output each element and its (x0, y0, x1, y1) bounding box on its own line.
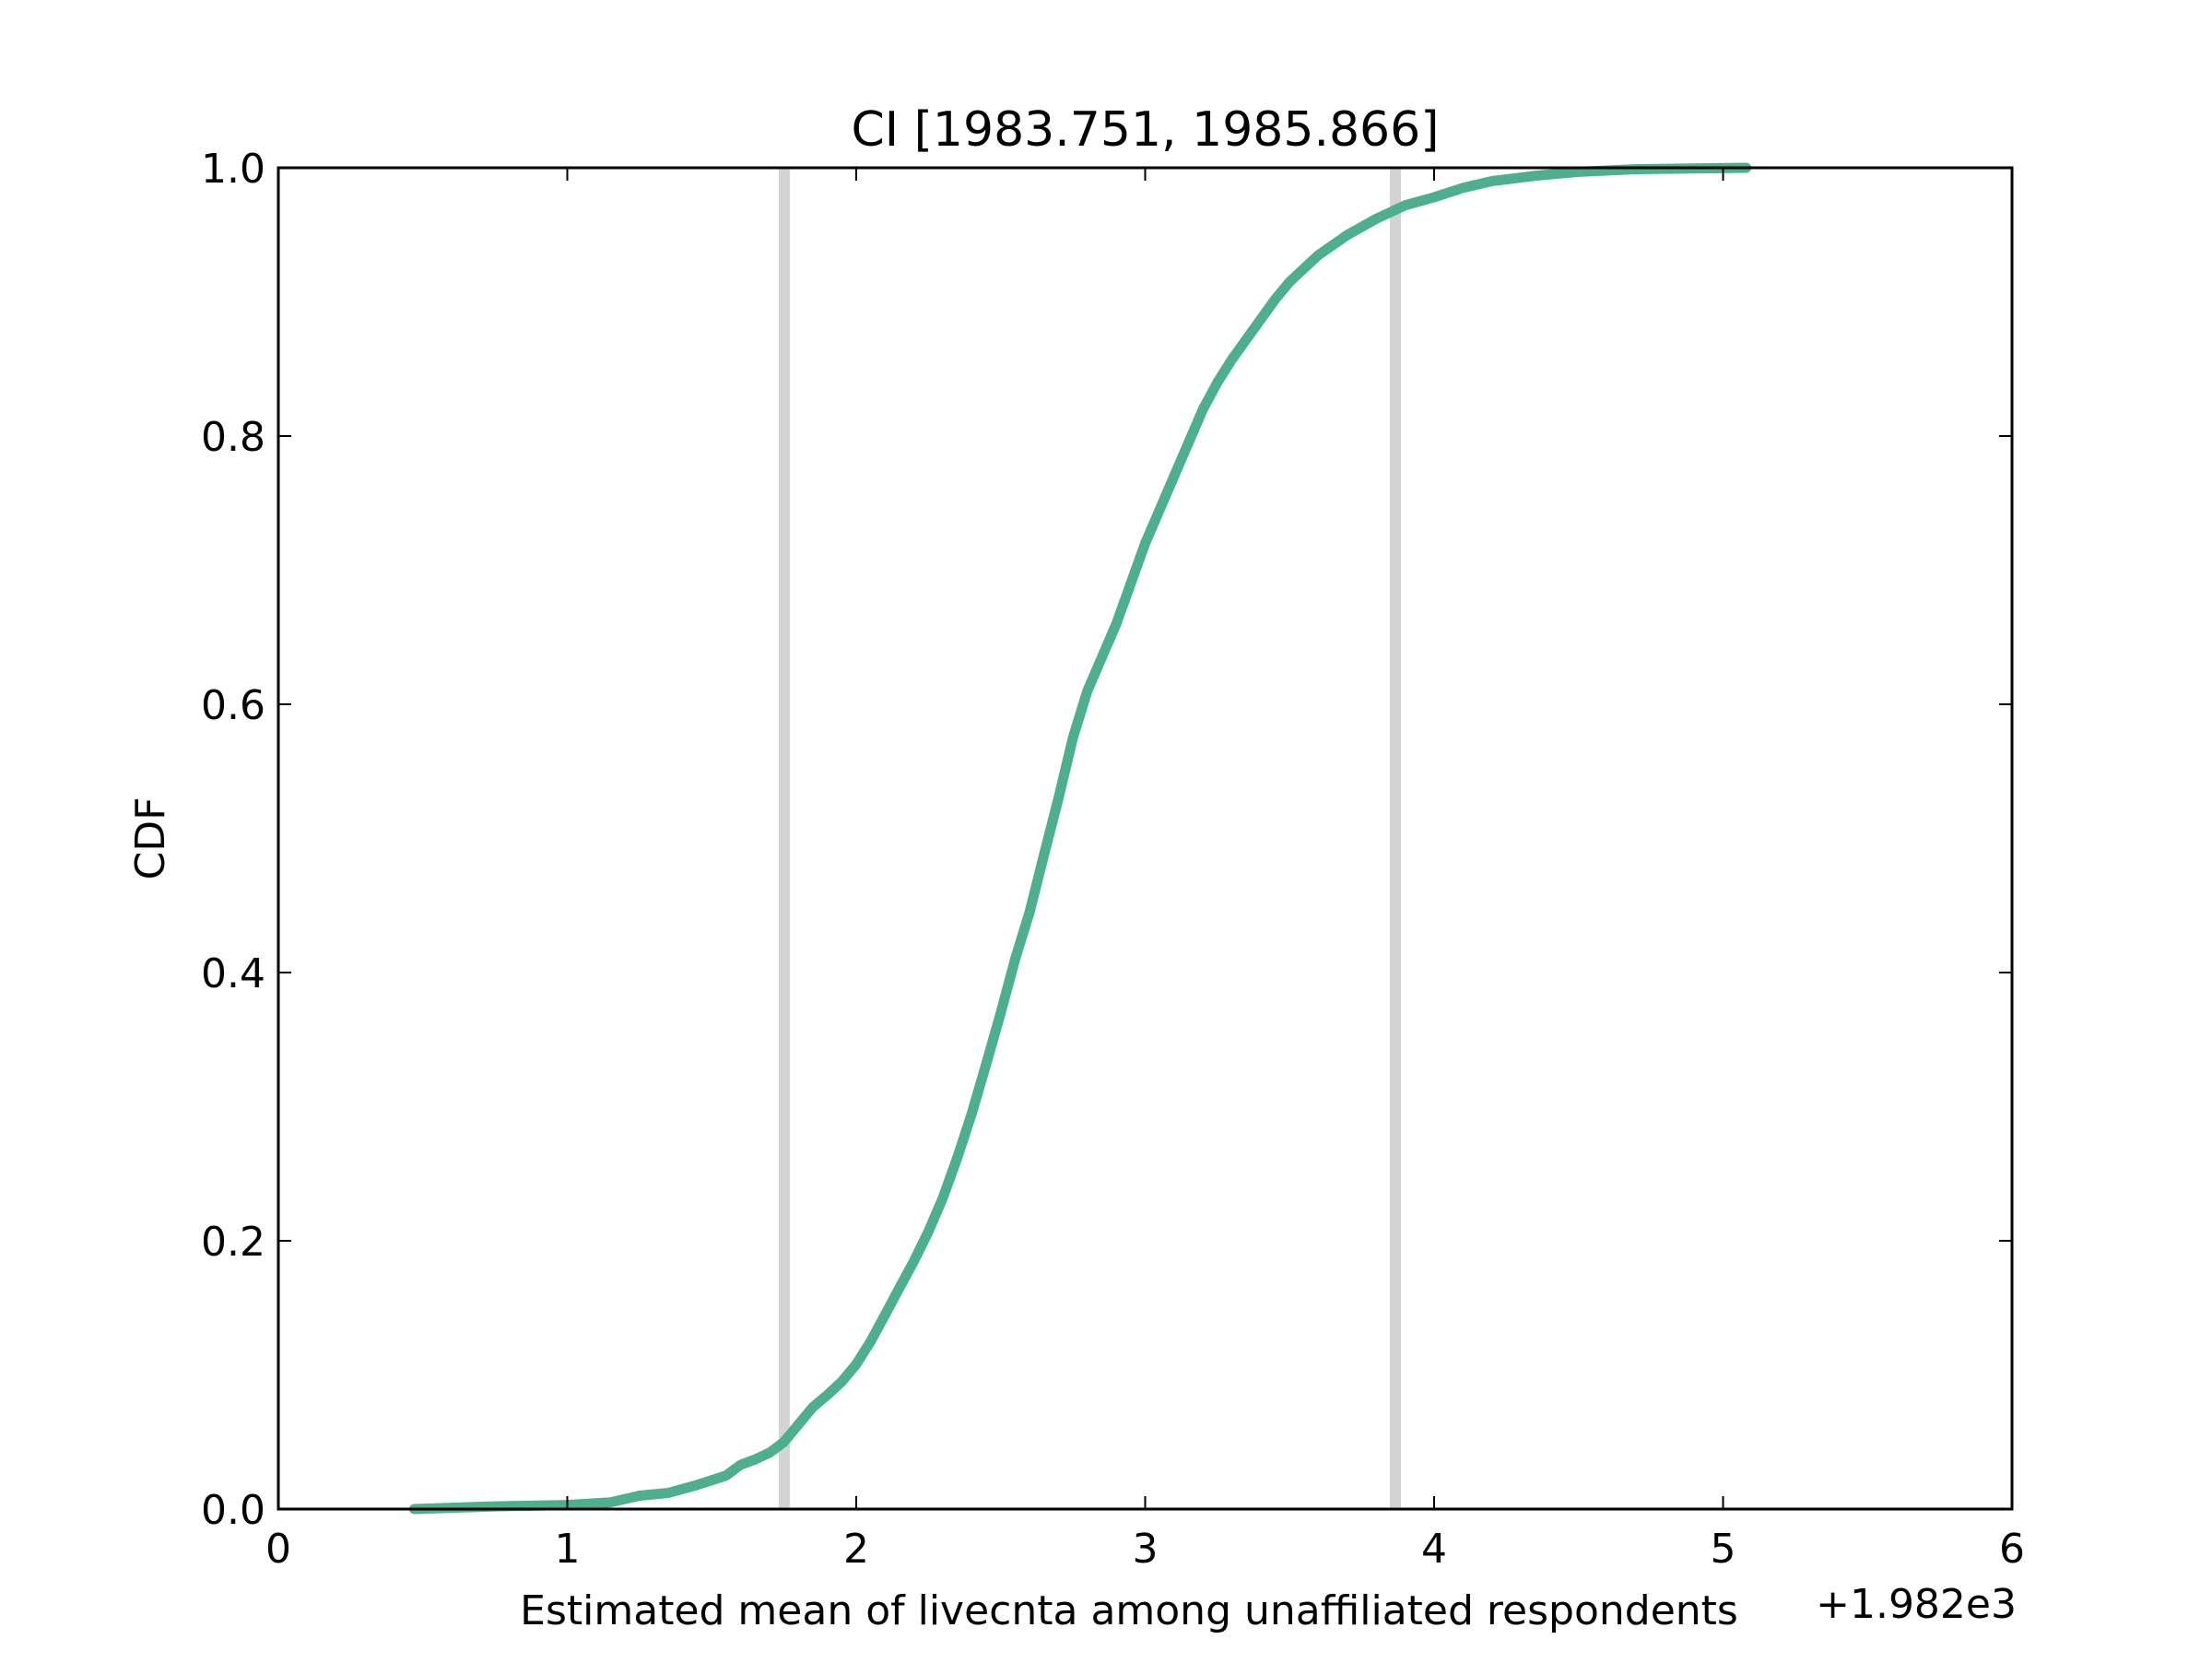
chart-title: CI [1983.751, 1985.866] (851, 102, 1439, 158)
y-tick-label: 0.4 (201, 950, 265, 997)
y-tick-label: 0.8 (201, 414, 265, 461)
x-tick-label: 5 (1711, 1526, 1736, 1573)
y-tick-label: 0.6 (201, 682, 265, 729)
x-tick-label: 1 (555, 1526, 581, 1573)
x-tick-label: 2 (843, 1526, 869, 1573)
x-tick-label: 4 (1421, 1526, 1447, 1573)
x-tick-label: 0 (265, 1526, 291, 1573)
x-axis-ticks: 0 1 2 3 4 5 6 (265, 168, 2025, 1573)
x-axis-label: Estimated mean of livecnta among unaffil… (520, 1587, 1738, 1634)
y-tick-label: 0.0 (201, 1487, 265, 1534)
y-tick-label: 1.0 (201, 146, 265, 193)
y-axis-label: CDF (127, 797, 174, 880)
y-axis-ticks: 0.0 0.2 0.4 0.6 0.8 1.0 (201, 146, 2012, 1534)
x-tick-label: 3 (1133, 1526, 1159, 1573)
series-layer (408, 162, 1752, 1515)
cdf-series-line-0 (408, 162, 1752, 1515)
x-tick-label: 6 (1999, 1526, 2025, 1573)
ci-reference-lines (778, 168, 1401, 1509)
y-tick-label: 0.2 (201, 1219, 265, 1266)
x-axis-offset-label: +1.982e3 (1816, 1581, 2017, 1628)
